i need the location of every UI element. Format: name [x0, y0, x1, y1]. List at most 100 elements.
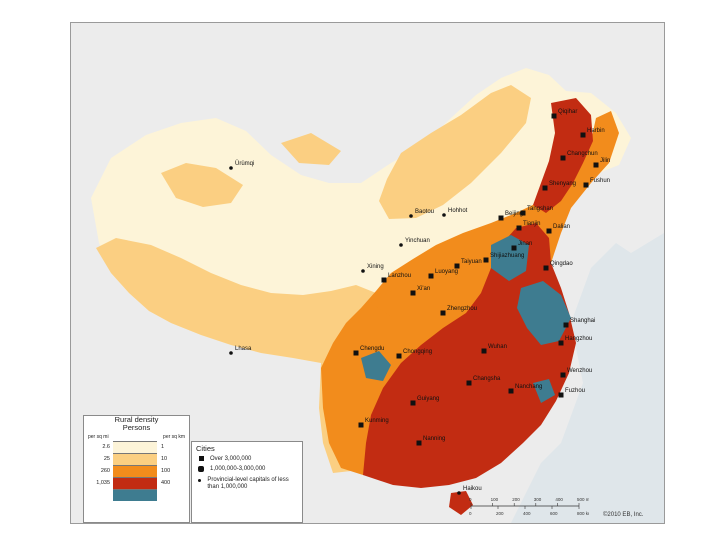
density-zone-5-1 — [491, 235, 529, 281]
scale-label: 100 — [491, 497, 499, 502]
legend-unit-sq-km: per sq km — [163, 434, 185, 440]
legend-value-km: 400 — [161, 480, 171, 486]
city-marker — [542, 185, 548, 191]
city-marker — [558, 392, 564, 398]
density-zone-2-4 — [379, 85, 531, 219]
city-label: Qiqihar — [558, 109, 577, 115]
city-marker — [440, 310, 446, 316]
city-label: Tianjin — [523, 221, 540, 227]
legend-row: 2.6 1 — [84, 441, 189, 453]
city-marker — [416, 440, 422, 446]
city-marker — [466, 380, 472, 386]
city-label: Dalian — [553, 224, 570, 230]
city-label: Wuhan — [488, 344, 507, 350]
city-label: Nanchang — [515, 384, 542, 390]
scale-label: 0 — [469, 511, 472, 516]
city-marker — [558, 340, 564, 346]
map-frame: Qiqihar Harbin Changchun Jilin Fushun Shenyan… — [70, 22, 665, 524]
city-label: Zhengzhou — [447, 306, 477, 312]
density-zone-2-3 — [281, 133, 341, 165]
legend-value-mi: 25 — [103, 456, 110, 462]
city-label: Shanghai — [570, 318, 595, 324]
city-marker — [454, 263, 460, 269]
legend-value-mi: 260 — [100, 468, 110, 474]
legend-value-km: 10 — [161, 456, 168, 462]
city-label: Jilin — [600, 158, 610, 164]
cities-legend-label: Provincial-level capitals of less than 1… — [207, 477, 289, 490]
density-zone-5-3 — [361, 351, 391, 381]
legend-swatch — [113, 441, 157, 453]
city-marker — [399, 243, 403, 247]
city-label: Guiyang — [417, 396, 439, 402]
city-marker — [546, 228, 552, 234]
city-label: Beijing — [505, 211, 523, 217]
dot-city-icon — [196, 477, 203, 485]
density-zone-4-3 — [449, 491, 473, 515]
city-marker — [361, 269, 365, 273]
city-label: Wenzhou — [567, 368, 592, 374]
rural-density-legend: Rural density Persons per sq mi per sq k… — [83, 415, 190, 523]
city-label: Haikou — [463, 486, 482, 492]
density-zone-5-2 — [517, 281, 571, 345]
city-label: Qingdao — [550, 261, 573, 267]
copyright: ©2010 EB, Inc. — [603, 512, 644, 518]
legend-swatch — [113, 477, 157, 489]
hexagon-city-icon — [196, 466, 206, 475]
scale-label: 600 — [550, 511, 558, 516]
city-label: Chongqing — [403, 349, 432, 355]
city-label: Changchun — [567, 151, 598, 157]
city-marker — [396, 353, 402, 359]
city-label: Yinchuan — [405, 238, 430, 244]
city-marker — [457, 491, 461, 495]
scale-label: 200 — [512, 497, 520, 502]
cities-legend-title: Cities — [196, 444, 215, 453]
scale-label: 200 — [496, 511, 504, 516]
legend-value-km: 100 — [161, 468, 171, 474]
city-marker — [381, 277, 387, 283]
legend-row: 25 10 — [84, 453, 189, 465]
city-marker — [583, 182, 589, 188]
cities-legend-label: Over 3,000,000 — [210, 456, 252, 462]
city-label: Fuzhou — [565, 388, 585, 394]
city-label: Chengdu — [360, 346, 384, 352]
city-marker — [560, 155, 566, 161]
city-marker — [593, 162, 599, 168]
legend-row: 260 100 — [84, 465, 189, 477]
city-marker — [353, 350, 359, 356]
city-marker — [560, 372, 566, 378]
legend-swatch — [113, 465, 157, 477]
city-marker — [516, 225, 522, 231]
city-marker — [551, 113, 557, 119]
city-label: Shijiazhuang — [490, 253, 524, 259]
city-label: Shenyang — [549, 181, 576, 187]
city-marker — [229, 351, 233, 355]
scale-bar: 0 100 200 300 400 500 mi 0 200 400 600 800 km — [469, 497, 589, 516]
cities-legend: Cities Over 3,000,000 1,000,000-3,000,00… — [191, 441, 303, 523]
city-marker — [498, 215, 504, 221]
density-zone-2-1 — [96, 238, 383, 368]
legend-swatch — [113, 489, 157, 501]
city-marker — [442, 213, 446, 217]
city-label: Luoyang — [435, 269, 458, 275]
city-label: Lhasa — [235, 346, 252, 352]
city-label: Tangshan — [527, 206, 553, 212]
city-marker — [428, 273, 434, 279]
city-label: Kunming — [365, 418, 389, 424]
scale-label: 500 mi — [577, 497, 589, 502]
city-label: Jinan — [518, 241, 532, 247]
city-marker — [481, 348, 487, 354]
legend-unit-sq-mi: per sq mi — [88, 434, 109, 440]
city-marker — [563, 322, 569, 328]
city-label: Harbin — [587, 128, 605, 134]
density-zone-2-2 — [161, 163, 243, 207]
scale-kilometers: 0 200 400 600 800 km — [469, 506, 589, 516]
city-marker — [358, 422, 364, 428]
square-city-icon — [196, 456, 206, 464]
city-marker — [410, 400, 416, 406]
city-label: Hohhot — [448, 208, 468, 214]
cities-legend-item: Over 3,000,000 — [192, 455, 302, 465]
city-marker — [508, 388, 514, 394]
city-marker — [483, 257, 489, 263]
